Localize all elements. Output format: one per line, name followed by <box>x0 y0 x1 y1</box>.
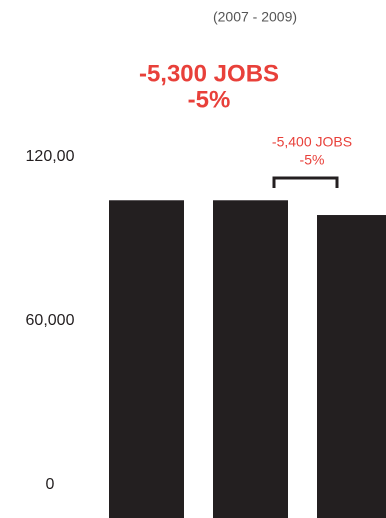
annotation-main-percent: -5% <box>188 86 231 113</box>
y-tick-label: 120,00 <box>26 148 75 165</box>
y-tick-label: 0 <box>46 476 55 493</box>
bar <box>213 200 288 518</box>
annotation-main: -5,300 JOBS <box>139 60 279 87</box>
bracket <box>272 176 339 188</box>
annotation-bracket-percent: -5% <box>300 152 325 168</box>
annotation-bracket: -5,400 JOBS <box>272 134 352 150</box>
y-tick-label: 60,000 <box>26 312 75 329</box>
chart-subtitle: (2007 - 2009) <box>213 9 297 25</box>
bar <box>109 200 184 518</box>
bar <box>317 215 386 518</box>
